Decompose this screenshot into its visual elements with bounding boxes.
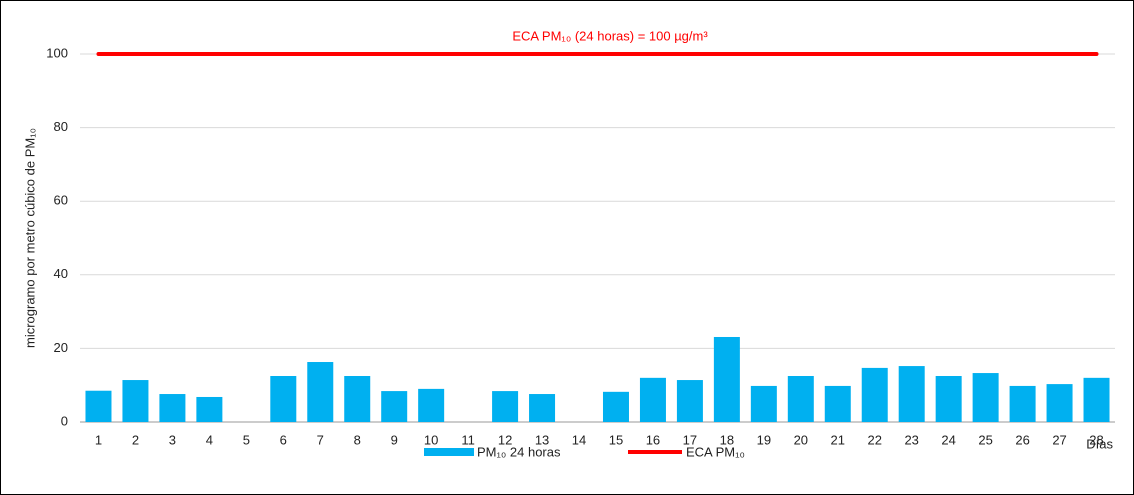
y-tick-label: 0 — [61, 413, 68, 428]
x-tick-label: 8 — [354, 432, 361, 447]
x-tick-label: 9 — [391, 432, 398, 447]
x-tick-label: 19 — [757, 432, 771, 447]
x-tick-label: 4 — [206, 432, 213, 447]
x-tick-label: 2 — [132, 432, 139, 447]
y-tick-label: 100 — [46, 45, 68, 60]
x-tick-label: 13 — [535, 432, 549, 447]
x-tick-label: 23 — [904, 432, 918, 447]
x-tick-label: 15 — [609, 432, 623, 447]
bar — [898, 366, 925, 422]
x-tick-label: 18 — [720, 432, 734, 447]
y-tick-label: 40 — [54, 266, 68, 281]
x-tick-label: 7 — [317, 432, 324, 447]
bar — [196, 396, 223, 422]
y-axis-label: microgramo por metro cúbico de PM₁₀ — [22, 128, 37, 348]
y-tick-label: 60 — [54, 193, 68, 208]
bar — [529, 394, 556, 422]
x-tick-label: 5 — [243, 432, 250, 447]
x-tick-label: 22 — [867, 432, 881, 447]
y-tick-label: 80 — [54, 119, 68, 134]
x-axis-label: Días — [1086, 436, 1113, 451]
x-tick-label: 17 — [683, 432, 697, 447]
x-tick-label: 11 — [461, 432, 475, 447]
x-tick-label: 21 — [831, 432, 845, 447]
bar — [935, 376, 962, 422]
x-tick-label: 6 — [280, 432, 287, 447]
bar — [972, 373, 999, 422]
bar — [676, 380, 703, 422]
x-tick-label: 28 — [1089, 432, 1103, 447]
bar — [159, 394, 186, 422]
annotation: ECA PM₁₀ (24 horas) = 100 µg/m³ — [512, 28, 708, 43]
x-tick-label: 16 — [646, 432, 660, 447]
bar — [270, 376, 297, 422]
bar — [344, 376, 371, 422]
bar — [787, 376, 814, 422]
bar — [1083, 377, 1110, 422]
bar — [307, 362, 334, 422]
x-tick-label: 27 — [1052, 432, 1066, 447]
legend-swatch — [424, 448, 474, 456]
bar — [602, 391, 629, 422]
x-tick-label: 3 — [169, 432, 176, 447]
x-tick-label: 20 — [794, 432, 808, 447]
bar — [713, 336, 740, 422]
bar — [381, 391, 408, 422]
y-tick-label: 20 — [54, 340, 68, 355]
bar — [418, 388, 445, 422]
bar — [750, 385, 777, 422]
bar — [824, 385, 851, 422]
bar — [85, 390, 112, 422]
x-tick-label: 24 — [941, 432, 955, 447]
x-tick-label: 26 — [1015, 432, 1029, 447]
x-tick-label: 12 — [498, 432, 512, 447]
x-tick-label: 10 — [424, 432, 438, 447]
x-tick-label: 25 — [978, 432, 992, 447]
x-tick-label: 1 — [95, 432, 102, 447]
bar — [122, 380, 149, 422]
legend-label: PM₁₀ 24 horas — [477, 444, 561, 459]
legend-label: ECA PM₁₀ — [686, 444, 745, 459]
bar — [1046, 384, 1073, 422]
bar — [492, 391, 519, 422]
x-tick-label: 14 — [572, 432, 586, 447]
bar — [861, 367, 888, 422]
bar — [639, 377, 666, 422]
bar — [1009, 385, 1036, 422]
